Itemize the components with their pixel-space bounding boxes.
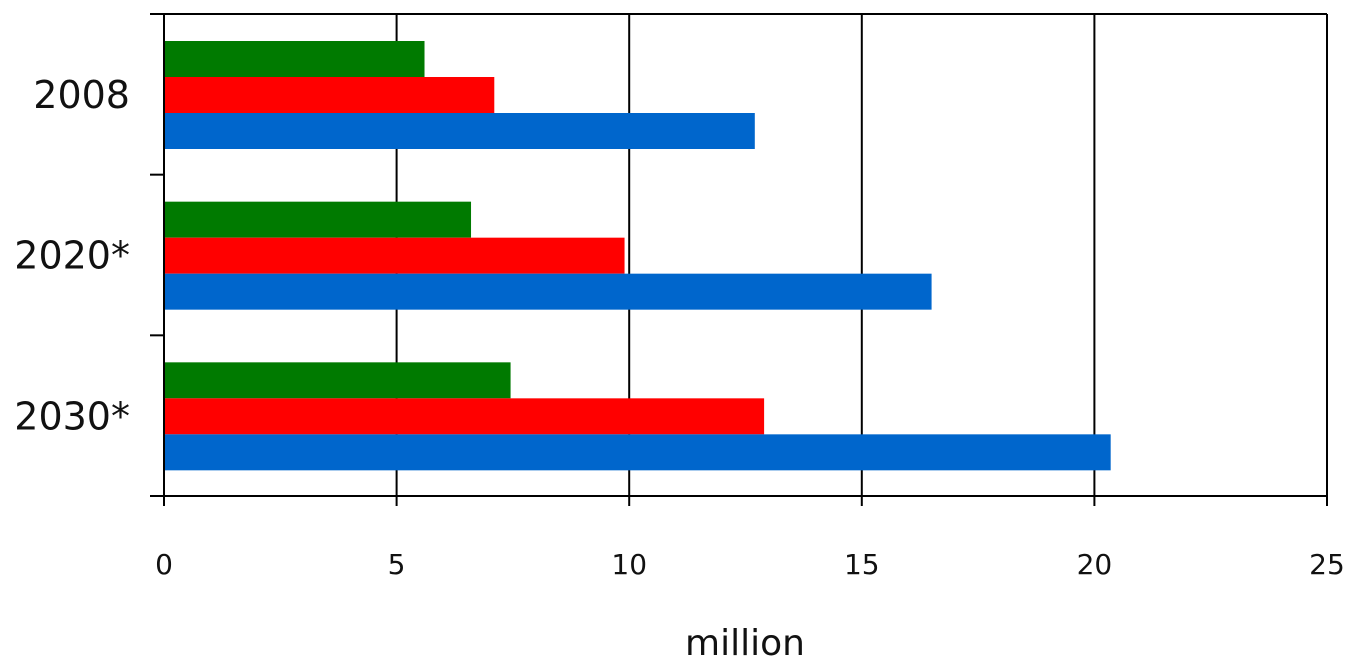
- x-tick-label: 25: [1309, 548, 1345, 581]
- bar: [164, 273, 932, 310]
- bar: [164, 237, 625, 274]
- bar: [164, 201, 472, 238]
- labels-layer: 0 5 10 15 20 25 2008 2020* 2030*: [14, 73, 1345, 581]
- bar: [164, 77, 495, 113]
- x-tick-label: 0: [155, 548, 173, 581]
- y-category-label: 2020*: [14, 234, 130, 278]
- bar: [164, 113, 755, 149]
- x-axis-title: million: [685, 623, 805, 659]
- bar: [164, 434, 1111, 471]
- y-category-label: 2008: [33, 73, 130, 117]
- bar: [164, 398, 765, 435]
- x-tick-label: 10: [611, 548, 647, 581]
- bar: [164, 362, 511, 399]
- x-tick-label: 20: [1077, 548, 1113, 581]
- bar: [164, 41, 425, 77]
- axes-layer: [150, 13, 1328, 506]
- x-tick-label: 5: [388, 548, 406, 581]
- bars-layer: [164, 41, 1111, 471]
- y-category-label: 2030*: [14, 394, 130, 438]
- x-tick-label: 15: [844, 548, 880, 581]
